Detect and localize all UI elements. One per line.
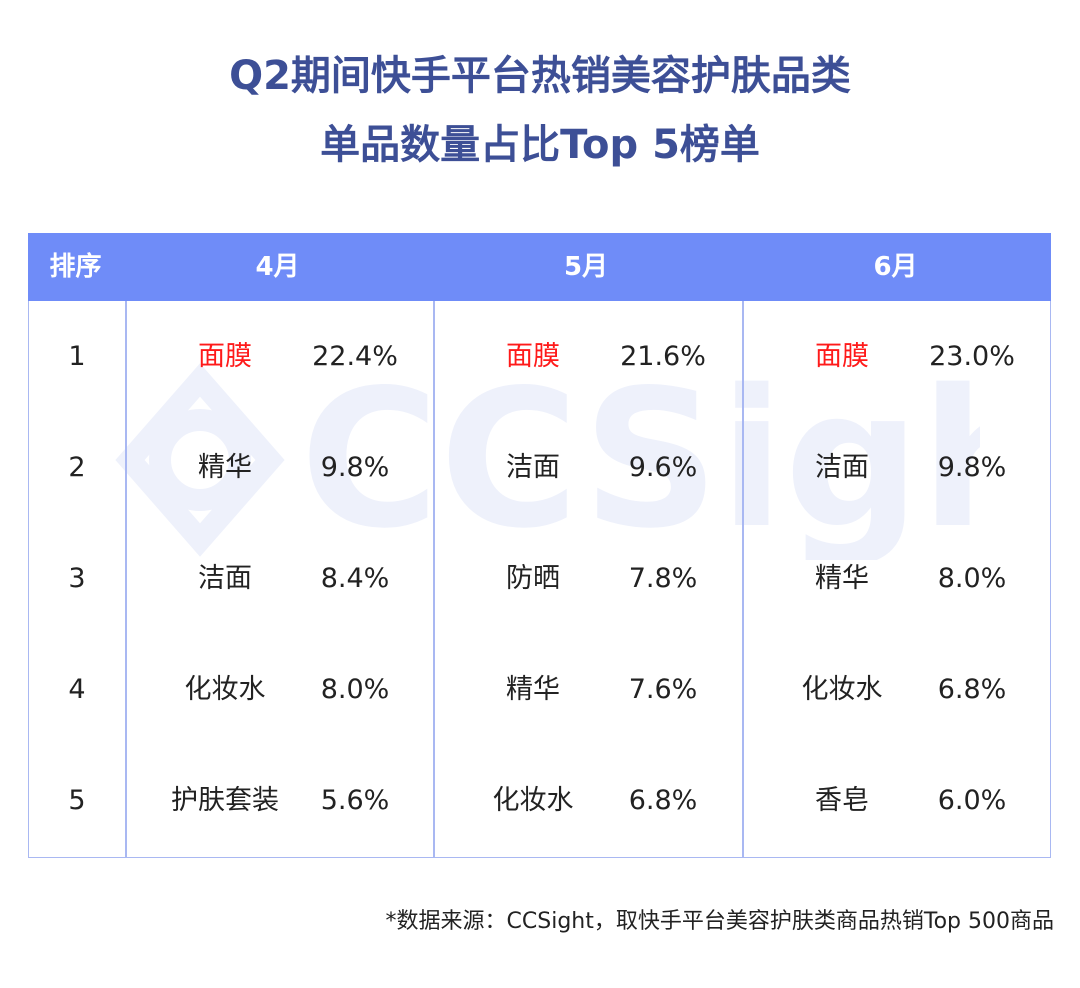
source-footnote: *数据来源：CCSight，取快手平台美容护肤类商品热销Top 500商品 [385, 909, 1054, 934]
category-name: 洁面 [506, 452, 560, 483]
category-name: 精华 [506, 674, 560, 705]
header-rank: 排序 [49, 252, 102, 282]
rank-number: 4 [68, 674, 86, 705]
category-name: 洁面 [815, 452, 869, 483]
share-percent: 9.8% [937, 452, 1007, 483]
rank-number: 3 [68, 563, 86, 594]
share-percent: 8.0% [937, 563, 1007, 594]
share-percent: 9.8% [320, 452, 390, 483]
category-name: 面膜 [815, 341, 869, 372]
rank-number: 5 [68, 785, 86, 816]
share-percent: 21.6% [620, 341, 706, 372]
category-name: 化妆水 [492, 785, 574, 816]
chart-title-line-2: 单品数量占比Top 5榜单 [320, 122, 760, 168]
ccsight-watermark-logo: CCSight [115, 360, 980, 560]
share-percent: 8.4% [320, 563, 390, 594]
share-percent: 9.6% [628, 452, 698, 483]
column-divider [742, 301, 744, 857]
share-percent: 8.0% [320, 674, 390, 705]
header-june: 6月 [873, 252, 918, 282]
category-name: 精华 [198, 452, 252, 483]
share-percent: 6.0% [937, 785, 1007, 816]
share-percent: 22.4% [312, 341, 398, 372]
header-may: 5月 [563, 252, 609, 282]
category-name: 化妆水 [184, 674, 266, 705]
category-name: 化妆水 [801, 674, 883, 705]
category-name: 防晒 [506, 563, 560, 594]
share-percent: 7.6% [628, 674, 698, 705]
ranking-table: 排序 4月 5月 6月 1 面膜 22.4% 面膜 21.6% 面膜 23.0% 2 精华 9.8… [27, 233, 1051, 858]
share-percent: 5.6% [320, 785, 390, 816]
share-percent: 6.8% [937, 674, 1007, 705]
category-name: 面膜 [506, 341, 560, 372]
share-percent: 7.8% [628, 563, 698, 594]
share-percent: 6.8% [628, 785, 698, 816]
category-name: 香皂 [815, 785, 869, 816]
watermark-text: CCSight [300, 360, 980, 560]
rank-number: 2 [68, 452, 86, 483]
category-name: 面膜 [198, 341, 252, 372]
rank-number: 1 [68, 341, 86, 372]
category-name: 洁面 [198, 563, 252, 594]
chart-title-line-1: Q2期间快手平台热销美容护肤品类 [229, 53, 851, 99]
header-april: 4月 [255, 252, 300, 282]
category-name: 护肤套装 [171, 785, 279, 816]
table-header: 排序 4月 5月 6月 [27, 233, 1051, 301]
share-percent: 23.0% [929, 341, 1015, 372]
column-divider [433, 301, 435, 857]
category-name: 精华 [815, 563, 869, 594]
column-divider [125, 301, 127, 857]
